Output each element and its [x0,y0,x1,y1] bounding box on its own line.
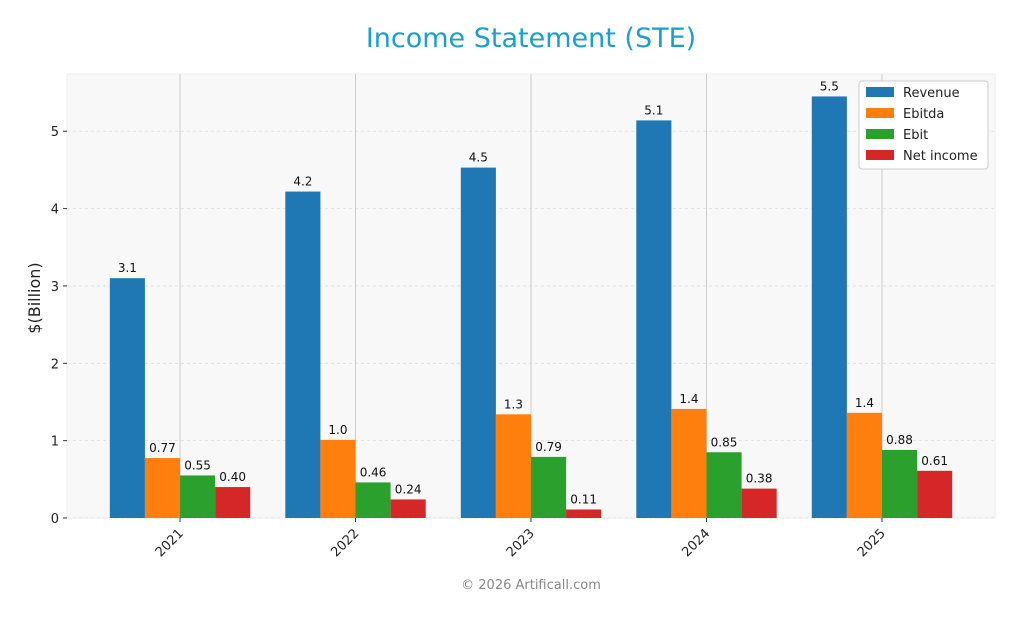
watermark: © 2026 Artificall.com [461,578,601,593]
bar-ebit [180,475,216,518]
y-axis-label: $(Billion) [25,262,44,333]
bar-net-income [741,488,777,518]
data-label: 1.3 [504,397,523,411]
legend-label: Ebitda [903,107,944,122]
bar-ebit [355,482,391,518]
bar-revenue [285,191,321,519]
bar-ebitda [671,408,707,518]
bar-ebit [706,452,742,518]
data-label: 4.5 [469,151,488,165]
x-tick-label: 2024 [679,526,713,560]
y-tick-label: 5 [51,125,59,140]
data-label: 0.77 [149,441,176,455]
bar-net-income [917,470,953,518]
legend-swatch [866,150,894,160]
legend-swatch [866,108,894,118]
data-label: 0.55 [184,458,211,472]
bar-ebit [881,449,918,518]
bar-net-income [566,509,602,518]
data-label: 1.4 [855,396,874,410]
data-label: 0.46 [360,465,387,479]
legend-box [858,80,989,170]
bar-ebit [531,456,567,518]
legend-label: Ebit [903,128,928,143]
bar-net-income [390,499,426,518]
bar-ebitda [495,414,531,518]
bar-net-income [215,487,251,518]
data-label: 0.11 [570,492,597,506]
y-tick-label: 1 [51,435,59,450]
data-label: 4.2 [293,175,312,189]
bar-ebitda [846,412,882,518]
data-label: 3.1 [118,261,137,275]
y-tick-label: 2 [51,357,59,372]
data-label: 1.0 [328,423,347,437]
data-label: 0.88 [886,433,913,447]
chart-title: Income Statement (STE) [366,23,696,54]
bar-revenue [460,167,496,518]
data-label: 0.79 [535,440,562,454]
bar-ebitda [144,458,181,518]
data-label: 5.1 [644,103,663,117]
data-label: 5.5 [820,79,839,93]
bar-revenue [636,120,672,519]
legend-label: Net income [903,149,978,164]
bar-ebitda [320,439,356,518]
legend-swatch [866,129,894,139]
data-label: 0.61 [921,454,948,468]
x-tick-label: 2022 [328,526,362,560]
x-tick-label: 2023 [504,526,538,560]
bar-revenue [811,96,847,518]
data-label: 0.24 [395,482,422,496]
y-tick-label: 3 [51,280,59,295]
data-label: 0.85 [711,435,738,449]
x-tick-label: 2021 [153,526,187,560]
data-label: 1.4 [679,392,698,406]
data-label: 0.38 [746,472,773,486]
legend-swatch [866,87,894,97]
data-label: 0.40 [219,470,246,484]
legend-label: Revenue [903,86,960,101]
bar-revenue [109,278,145,518]
y-tick-label: 4 [51,203,59,218]
x-tick-label: 2025 [855,526,889,560]
y-tick-label: 0 [51,512,59,527]
